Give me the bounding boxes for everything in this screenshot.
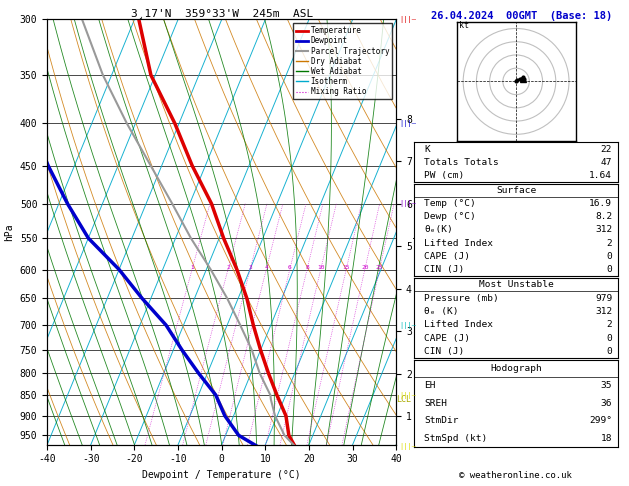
Text: 47: 47 — [601, 158, 612, 167]
Text: θₑ (K): θₑ (K) — [424, 307, 459, 316]
Text: CIN (J): CIN (J) — [424, 347, 464, 356]
Text: 2: 2 — [606, 239, 612, 247]
Text: Dewp (°C): Dewp (°C) — [424, 212, 476, 221]
Text: 26.04.2024  00GMT  (Base: 18): 26.04.2024 00GMT (Base: 18) — [431, 11, 613, 21]
Text: 15: 15 — [342, 264, 350, 270]
Text: 8: 8 — [305, 264, 309, 270]
Text: StmDir: StmDir — [424, 417, 459, 425]
Text: 2: 2 — [606, 320, 612, 330]
Text: kt: kt — [459, 21, 469, 31]
Text: CIN (J): CIN (J) — [424, 265, 464, 274]
Text: LCL: LCL — [396, 395, 411, 404]
Text: 1: 1 — [190, 264, 194, 270]
Text: |||—: |||— — [399, 120, 416, 127]
Y-axis label: hPa: hPa — [4, 223, 14, 241]
Text: K: K — [424, 144, 430, 154]
Text: EH: EH — [424, 382, 436, 390]
Text: 22: 22 — [601, 144, 612, 154]
Text: 979: 979 — [595, 294, 612, 303]
Text: 0: 0 — [606, 333, 612, 343]
Text: CAPE (J): CAPE (J) — [424, 333, 470, 343]
Text: θₑ(K): θₑ(K) — [424, 226, 453, 234]
Text: 2: 2 — [226, 264, 230, 270]
Text: |||—: |||— — [399, 200, 416, 207]
Y-axis label: km
ASL: km ASL — [413, 223, 435, 241]
Text: Surface: Surface — [496, 186, 536, 195]
Text: 1.64: 1.64 — [589, 171, 612, 180]
Text: |||—: |||— — [399, 443, 416, 450]
Legend: Temperature, Dewpoint, Parcel Trajectory, Dry Adiabat, Wet Adiabat, Isotherm, Mi: Temperature, Dewpoint, Parcel Trajectory… — [293, 23, 392, 99]
Text: © weatheronline.co.uk: © weatheronline.co.uk — [459, 471, 572, 480]
Text: 0: 0 — [606, 252, 612, 261]
Text: CAPE (J): CAPE (J) — [424, 252, 470, 261]
Text: 312: 312 — [595, 307, 612, 316]
Text: 10: 10 — [317, 264, 325, 270]
Text: 4: 4 — [264, 264, 268, 270]
Text: Most Unstable: Most Unstable — [479, 280, 554, 289]
Text: SREH: SREH — [424, 399, 447, 408]
Text: Lifted Index: Lifted Index — [424, 320, 493, 330]
Text: 16.9: 16.9 — [589, 199, 612, 208]
Text: Lifted Index: Lifted Index — [424, 239, 493, 247]
Text: |||—: |||— — [399, 16, 416, 23]
Text: PW (cm): PW (cm) — [424, 171, 464, 180]
Text: 36: 36 — [601, 399, 612, 408]
Text: Pressure (mb): Pressure (mb) — [424, 294, 499, 303]
Text: 8.2: 8.2 — [595, 212, 612, 221]
Text: 18: 18 — [601, 434, 612, 443]
Text: StmSpd (kt): StmSpd (kt) — [424, 434, 487, 443]
X-axis label: Dewpoint / Temperature (°C): Dewpoint / Temperature (°C) — [142, 470, 301, 480]
Text: |||—: |||— — [399, 322, 416, 329]
Title: 3¸17'N  359°33'W  245m  ASL: 3¸17'N 359°33'W 245m ASL — [131, 9, 313, 18]
Text: 0: 0 — [606, 347, 612, 356]
Text: 3: 3 — [248, 264, 252, 270]
Text: 0: 0 — [606, 265, 612, 274]
Text: 35: 35 — [601, 382, 612, 390]
Text: |||—: |||— — [399, 392, 416, 399]
Text: Totals Totals: Totals Totals — [424, 158, 499, 167]
Text: 299°: 299° — [589, 417, 612, 425]
Text: 312: 312 — [595, 226, 612, 234]
Text: 25: 25 — [376, 264, 383, 270]
Text: Temp (°C): Temp (°C) — [424, 199, 476, 208]
Text: 6: 6 — [288, 264, 292, 270]
Text: Hodograph: Hodograph — [490, 364, 542, 373]
Text: 20: 20 — [361, 264, 369, 270]
